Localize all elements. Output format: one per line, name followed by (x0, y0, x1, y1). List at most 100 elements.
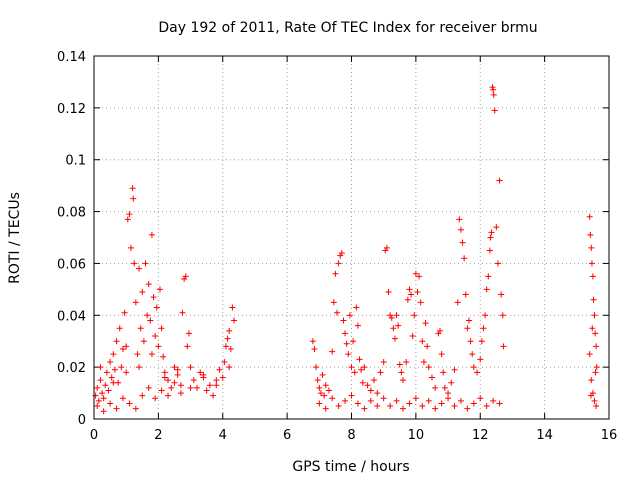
data-point (330, 299, 337, 306)
data-point (490, 86, 497, 93)
data-point (160, 353, 167, 360)
x-tick-label: 2 (154, 428, 162, 443)
data-point (123, 343, 130, 350)
data-point (587, 392, 594, 399)
data-point (174, 366, 181, 373)
data-point (140, 338, 147, 345)
data-point (586, 213, 593, 220)
data-point (118, 364, 125, 371)
data-point (317, 390, 324, 397)
data-point (588, 377, 595, 384)
data-point (185, 330, 192, 337)
data-point (110, 351, 117, 358)
data-point (147, 317, 154, 324)
data-point (136, 364, 143, 371)
data-point (588, 260, 595, 267)
data-point (148, 231, 155, 238)
data-point (229, 304, 236, 311)
data-point (219, 374, 226, 381)
axis-ticks: 0 2 4 6 8 10 12 14 16 0 0.02 0.04 0.06 0.08 0.1 0.12 0.1… (57, 50, 617, 443)
data-point (161, 369, 168, 376)
data-point (445, 395, 452, 402)
data-point (420, 358, 427, 365)
y-tick-label: 0.12 (57, 102, 86, 117)
data-point (470, 364, 477, 371)
data-point (346, 312, 353, 319)
data-point (171, 379, 178, 386)
data-point (187, 384, 194, 391)
x-tick-label: 14 (536, 428, 553, 443)
data-point (103, 369, 110, 376)
data-point (414, 288, 421, 295)
data-point (380, 395, 387, 402)
data-point (197, 369, 204, 376)
y-tick-label: 0.08 (57, 206, 86, 221)
data-point (451, 403, 458, 410)
data-point (126, 211, 133, 218)
data-point (393, 312, 400, 319)
data-point (589, 273, 596, 280)
data-point (383, 244, 390, 251)
data-point (593, 403, 600, 410)
data-point (409, 333, 416, 340)
data-point (425, 397, 432, 404)
data-point (121, 309, 128, 316)
data-point (153, 304, 160, 311)
y-tick-label: 0.02 (57, 361, 86, 376)
data-point (371, 377, 378, 384)
data-point (356, 356, 363, 363)
data-point (152, 395, 159, 402)
data-point (486, 247, 493, 254)
data-point (412, 395, 419, 402)
data-points (92, 84, 600, 415)
data-point (314, 377, 321, 384)
data-point (329, 348, 336, 355)
data-point (474, 369, 481, 376)
data-point (113, 338, 120, 345)
data-point (380, 358, 387, 365)
data-point (221, 358, 228, 365)
data-point (364, 382, 371, 389)
data-point (440, 369, 447, 376)
data-point (483, 403, 490, 410)
data-point (316, 400, 323, 407)
data-point (358, 366, 365, 373)
data-point (216, 366, 223, 373)
data-point (593, 343, 600, 350)
data-point (342, 397, 349, 404)
data-point (590, 296, 597, 303)
data-point (142, 260, 149, 267)
data-point (335, 260, 342, 267)
data-point (592, 369, 599, 376)
data-point (354, 322, 361, 329)
data-point (177, 382, 184, 389)
data-point (417, 299, 424, 306)
data-point (494, 260, 501, 267)
data-point (377, 369, 384, 376)
data-point (332, 270, 339, 277)
data-point (488, 229, 495, 236)
data-point (168, 384, 175, 391)
data-point (177, 390, 184, 397)
data-point (490, 91, 497, 98)
data-point (412, 270, 419, 277)
data-point (437, 327, 444, 334)
data-point (100, 408, 107, 415)
data-point (340, 317, 347, 324)
data-point (593, 364, 600, 371)
data-point (493, 224, 500, 231)
data-point (174, 371, 181, 378)
data-point (428, 374, 435, 381)
data-point (329, 395, 336, 402)
data-point (187, 364, 194, 371)
data-point (145, 384, 152, 391)
y-tick-label: 0.06 (57, 257, 86, 272)
x-tick-label: 4 (219, 428, 227, 443)
data-point (491, 107, 498, 114)
data-point (500, 343, 507, 350)
data-point (182, 273, 189, 280)
data-point (454, 299, 461, 306)
data-point (469, 351, 476, 358)
data-point (338, 250, 345, 257)
data-point (132, 405, 139, 412)
